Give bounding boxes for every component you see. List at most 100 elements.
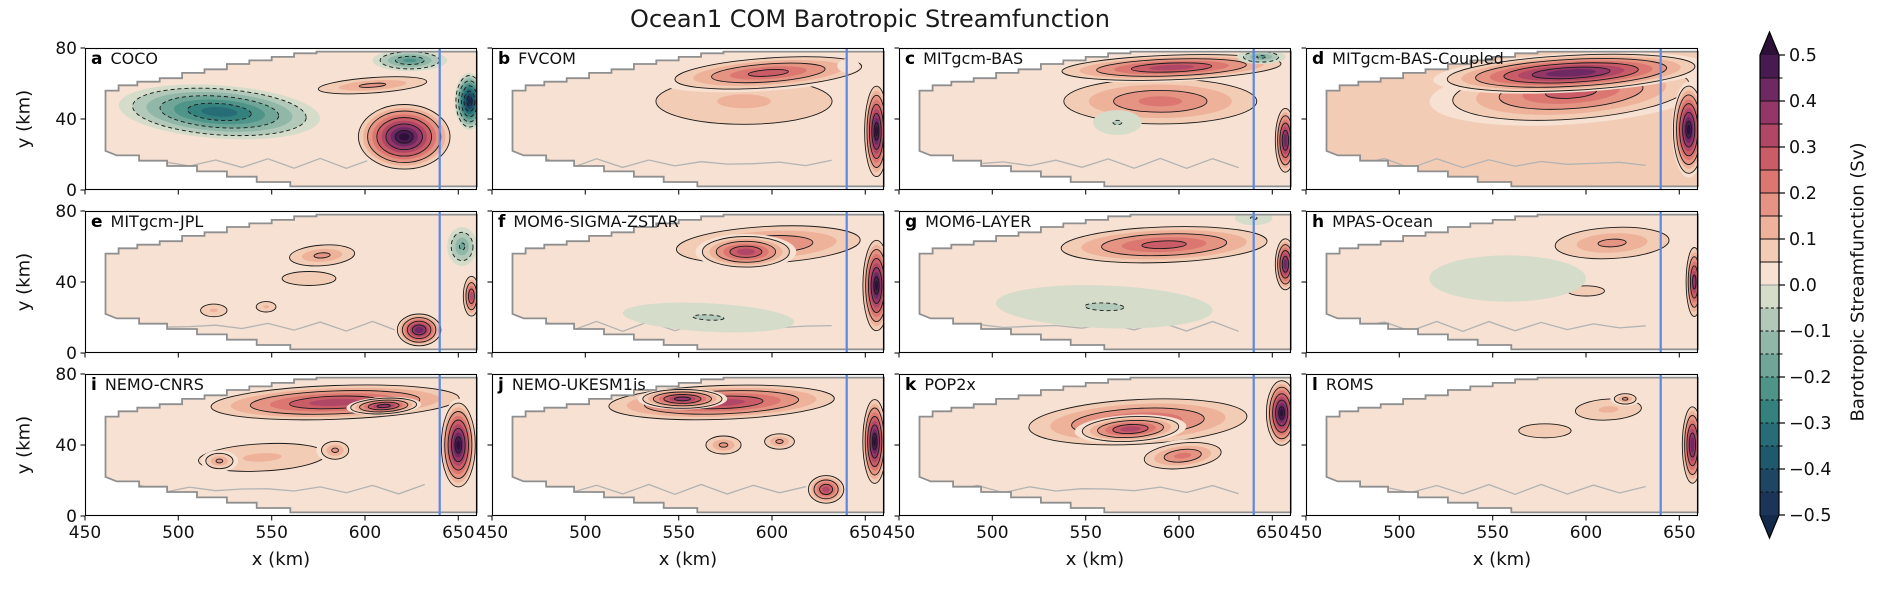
domain-outline — [1325, 50, 1699, 188]
contour-field — [1358, 221, 1698, 332]
y-axis-ticks — [1301, 47, 1306, 191]
panel-c: c MITgcm-BAS — [894, 47, 1292, 195]
x-tick-label: 600 — [349, 523, 381, 543]
domain-outline — [1325, 376, 1699, 514]
x-tick-label: 600 — [756, 523, 788, 543]
x-axis-ticks — [84, 190, 459, 195]
contour-field — [951, 214, 1291, 332]
y-axis-ticks: 0 40 80 — [55, 365, 85, 527]
y-axis-ticks — [1301, 373, 1306, 517]
panel-frame — [898, 373, 1292, 517]
domain-outline — [1325, 213, 1699, 351]
contour-field — [137, 382, 477, 495]
contour-field — [137, 227, 477, 348]
x-tick-label: 550 — [1069, 523, 1101, 543]
y-axis-label: y (km) — [13, 415, 35, 475]
panel-a: 0 40 80 a COCO — [55, 39, 478, 201]
contour-canvas — [487, 210, 885, 358]
colorbar-outline — [1759, 30, 1780, 540]
x-tick-label: 600 — [1163, 523, 1195, 543]
domain-outline — [511, 213, 885, 351]
x-tick-label: 450 — [883, 523, 915, 543]
contour-canvas — [894, 47, 1292, 195]
contour-canvas: 450 500 550 600 650 — [1290, 373, 1699, 543]
colorbar-tick-label: 0.5 — [1789, 46, 1817, 66]
colorbar: 0.5 0.4 0.3 0.2 0.1 0.0 −0.1 −0.2 −0.3 −0.4 −0.5 — [1759, 30, 1832, 540]
contour-field — [1358, 52, 1698, 178]
x-tick-label: 450 — [476, 523, 508, 543]
y-axis-ticks: 0 40 80 — [55, 39, 85, 201]
x-axis-label: x (km) — [1065, 549, 1125, 570]
x-axis-ticks — [898, 353, 1273, 358]
panel-frame — [491, 47, 885, 191]
panel-frame — [84, 373, 478, 517]
x-axis-ticks: 450 500 550 600 650 — [883, 516, 1289, 543]
panel-k: 450 500 550 600 650 k POP2x — [883, 373, 1292, 543]
x-axis-ticks: 450 500 550 600 650 — [476, 516, 882, 543]
domain-outline — [918, 213, 1292, 351]
colorbar-gradient — [1760, 32, 1779, 538]
colorbar-tick-label: −0.5 — [1789, 506, 1832, 526]
x-tick-label: 650 — [849, 523, 881, 543]
domain-outline — [918, 50, 1292, 188]
x-axis-ticks — [898, 190, 1273, 195]
domain-outline — [104, 213, 478, 351]
y-axis-label: y (km) — [13, 252, 35, 312]
y-axis-ticks: 0 40 80 — [55, 202, 85, 364]
contour-canvas: 450 500 550 600 650 — [883, 373, 1292, 543]
contour-canvas — [894, 210, 1292, 358]
panel-frame — [1305, 47, 1699, 191]
panel-frame — [84, 210, 478, 354]
y-tick-label: 80 — [55, 202, 77, 222]
y-tick-label: 40 — [55, 273, 77, 293]
domain-outline — [104, 376, 478, 514]
x-tick-label: 500 — [569, 523, 601, 543]
domain-outline — [918, 376, 1292, 514]
contour-canvas: 450 500 550 600 650 0 40 80 — [55, 365, 478, 543]
panel-d: d MITgcm-BAS-Coupled — [1301, 47, 1699, 195]
contour-field — [118, 51, 477, 173]
y-tick-label: 80 — [55, 365, 77, 385]
x-tick-label: 550 — [662, 523, 694, 543]
panel-e: 0 40 80 e MITgcm-JPL — [55, 202, 478, 364]
colorbar-ticks: 0.5 0.4 0.3 0.2 0.1 0.0 −0.1 −0.2 −0.3 −0.4 −0.5 — [1779, 46, 1832, 526]
x-tick-label: 550 — [255, 523, 287, 543]
y-axis-ticks — [894, 210, 899, 354]
panel-frame — [898, 210, 1292, 354]
panel-b: b FVCOM — [487, 47, 885, 195]
contour-field — [1358, 391, 1698, 495]
y-axis-label: y (km) — [13, 89, 35, 149]
domain-outline — [104, 50, 478, 188]
contour-canvas: 450 500 550 600 650 — [476, 373, 885, 543]
contour-canvas: 0 40 80 — [55, 202, 478, 364]
panel-frame — [491, 210, 885, 354]
contour-field — [544, 382, 884, 506]
panel-frame — [1305, 373, 1699, 517]
y-tick-label: 40 — [55, 110, 77, 130]
colorbar-tick-label: 0.3 — [1789, 138, 1817, 158]
colorbar-tick-label: 0.1 — [1789, 230, 1817, 250]
panel-f: f MOM6-SIGMA-ZSTAR — [487, 210, 885, 358]
colorbar-tick-label: 0.4 — [1789, 92, 1817, 112]
y-axis-ticks — [487, 373, 492, 517]
y-tick-label: 0 — [66, 507, 77, 527]
y-tick-label: 0 — [66, 181, 77, 201]
colorbar-tick-label: −0.1 — [1789, 322, 1832, 342]
y-axis-ticks — [487, 210, 492, 354]
x-tick-label: 650 — [442, 523, 474, 543]
x-tick-label: 650 — [1256, 523, 1288, 543]
x-axis-ticks — [491, 353, 866, 358]
colorbar-tick-label: −0.4 — [1789, 460, 1832, 480]
x-axis-label: x (km) — [658, 549, 718, 570]
contour-field — [544, 53, 884, 182]
y-tick-label: 0 — [66, 344, 77, 364]
colorbar-contour-lines — [1760, 77, 1779, 493]
panel-h: h MPAS-Ocean — [1301, 210, 1699, 358]
x-tick-label: 450 — [1290, 523, 1322, 543]
contour-canvas — [487, 47, 885, 195]
figure-title: Ocean1 COM Barotropic Streamfunction — [630, 5, 1110, 33]
domain-outline — [511, 50, 885, 188]
y-tick-label: 80 — [55, 39, 77, 59]
x-tick-label: 500 — [976, 523, 1008, 543]
x-tick-label: 600 — [1570, 523, 1602, 543]
